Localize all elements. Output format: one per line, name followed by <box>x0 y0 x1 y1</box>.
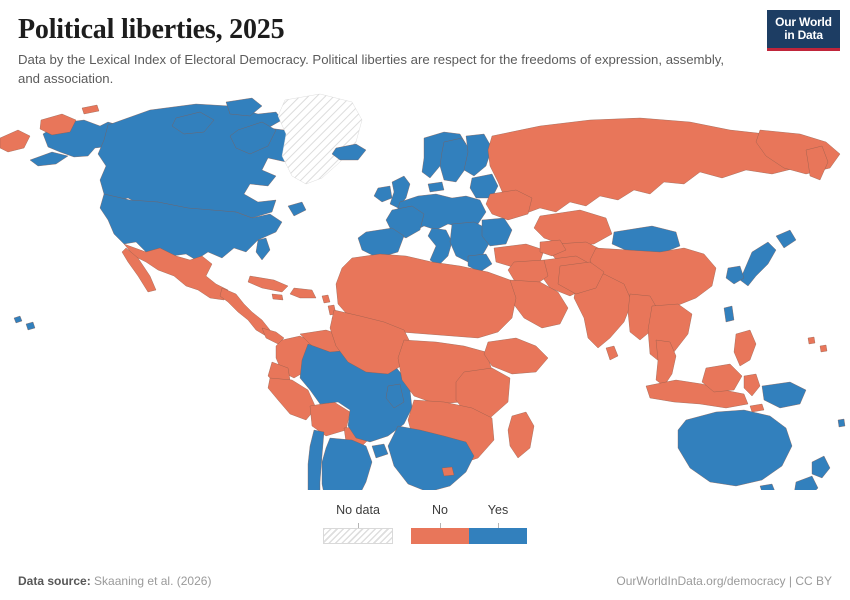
attribution-link[interactable]: OurWorldInData.org/democracy | CC BY <box>616 574 832 588</box>
world-map-svg[interactable] <box>0 90 850 490</box>
country-ukraine-belarus[interactable] <box>485 189 533 220</box>
island-ellesmere[interactable] <box>225 97 263 116</box>
country-mexico[interactable] <box>123 243 229 300</box>
logo-line-2: in Data <box>784 28 823 43</box>
island-sulawesi[interactable] <box>743 373 761 396</box>
country-uruguay[interactable] <box>371 443 389 458</box>
country-thailand-malaysia[interactable] <box>655 339 677 386</box>
chart-footer: Data source: Skaaning et al. (2026) OurW… <box>0 562 850 600</box>
country-india[interactable] <box>573 273 633 348</box>
data-source-label: Data source: <box>18 574 91 588</box>
region-chukotka-wrap[interactable] <box>0 129 31 152</box>
country-romania-bulgaria[interactable] <box>481 217 513 246</box>
country-mongolia[interactable] <box>611 225 681 254</box>
world-map[interactable] <box>0 90 850 500</box>
country-japan[interactable] <box>739 229 797 286</box>
legend-label-no-data: No data <box>336 503 380 517</box>
country-kazakhstan[interactable] <box>533 209 613 246</box>
country-denmark[interactable] <box>427 181 445 192</box>
island-hawaii[interactable] <box>13 315 36 330</box>
island-tasmania[interactable] <box>759 483 776 490</box>
legend-tick-yes <box>497 522 499 528</box>
country-cuba[interactable] <box>247 275 289 292</box>
country-australia[interactable] <box>677 409 793 486</box>
region-west-africa[interactable] <box>329 309 413 374</box>
data-source: Data source: Skaaning et al. (2026) <box>18 574 211 588</box>
island-baffin[interactable] <box>229 121 277 154</box>
island-fiji[interactable] <box>837 418 846 427</box>
country-united-states[interactable] <box>99 193 283 260</box>
country-finland[interactable] <box>463 133 493 176</box>
country-philippines[interactable] <box>733 329 757 366</box>
region-baja-california[interactable] <box>121 247 157 292</box>
legend-tick-no-data <box>357 522 359 528</box>
country-papua-new-guinea[interactable] <box>761 381 807 408</box>
country-indonesia[interactable] <box>645 379 749 408</box>
country-spain-portugal[interactable] <box>357 227 405 258</box>
country-jamaica[interactable] <box>271 293 284 300</box>
country-pakistan-afghanistan[interactable] <box>557 261 605 294</box>
country-new-zealand[interactable] <box>794 455 831 490</box>
island-arctic-small[interactable] <box>81 104 100 114</box>
island-victoria[interactable] <box>171 111 215 134</box>
legend-swatch-yes[interactable] <box>469 527 527 544</box>
legend-tick-no <box>439 522 441 528</box>
country-chile[interactable] <box>302 429 325 490</box>
country-argentina[interactable] <box>316 437 373 490</box>
island-newfoundland[interactable] <box>287 201 307 216</box>
map-legend: No data No Yes <box>0 500 850 562</box>
country-ireland[interactable] <box>373 185 393 202</box>
country-italy[interactable] <box>427 227 453 266</box>
country-madagascar[interactable] <box>507 411 535 458</box>
country-sweden[interactable] <box>439 137 471 182</box>
country-timor-leste[interactable] <box>749 403 765 412</box>
legend-group-no-data[interactable]: No data <box>323 503 393 544</box>
country-caucasus[interactable] <box>539 239 567 256</box>
data-source-value: Skaaning et al. (2026) <box>90 574 212 588</box>
region-kamchatka[interactable] <box>805 145 829 180</box>
legend-label-yes: Yes <box>487 503 509 517</box>
country-lesotho[interactable] <box>441 466 455 476</box>
country-france[interactable] <box>385 205 425 238</box>
country-alaska-tip[interactable] <box>39 113 77 135</box>
legend-swatch-no-data[interactable] <box>323 527 393 544</box>
region-horn-of-africa[interactable] <box>483 337 549 374</box>
page-title: Political liberties, 2025 <box>18 14 285 45</box>
chart-header: Political liberties, 2025 Data by the Le… <box>0 0 850 88</box>
chart-subtitle: Data by the Lexical Index of Electoral D… <box>18 52 725 86</box>
country-iceland[interactable] <box>331 143 367 160</box>
island-borneo[interactable] <box>701 363 743 392</box>
islands-pacific-small[interactable] <box>807 336 828 352</box>
country-greece[interactable] <box>467 253 493 272</box>
owid-logo[interactable]: Our World in Data <box>767 10 840 51</box>
country-sri-lanka[interactable] <box>605 345 619 360</box>
country-south-korea[interactable] <box>725 265 745 284</box>
legend-group-binary[interactable]: No Yes <box>411 503 527 544</box>
logo-line-1: Our World <box>775 15 832 29</box>
country-greenland[interactable] <box>277 93 363 184</box>
legend-swatch-no[interactable] <box>411 527 469 544</box>
country-peru[interactable] <box>267 377 317 420</box>
country-russia[interactable] <box>487 117 807 214</box>
region-north-africa[interactable] <box>335 253 517 338</box>
legend-label-no: No <box>432 503 448 517</box>
country-taiwan[interactable] <box>723 305 735 322</box>
region-florida[interactable] <box>255 237 271 260</box>
country-ghana[interactable] <box>385 383 405 408</box>
country-hispaniola[interactable] <box>289 287 317 298</box>
